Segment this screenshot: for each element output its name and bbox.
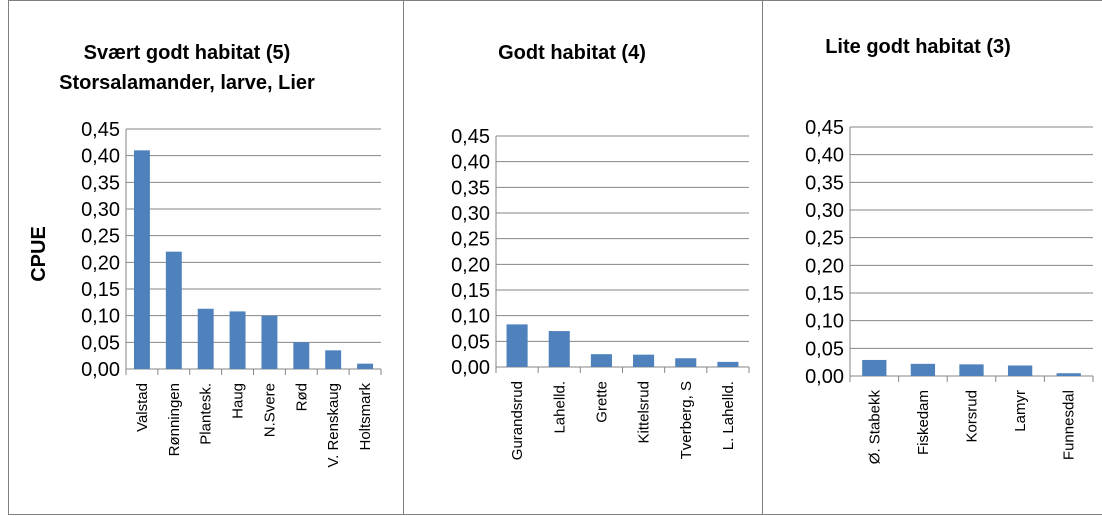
chart-2-title: Godt habitat (4) bbox=[498, 42, 646, 64]
chart-1-title: Svært godt habitat (5) bbox=[84, 42, 291, 64]
y-tick-label: 0,00 bbox=[805, 366, 844, 388]
bar-rønningen bbox=[165, 251, 182, 369]
x-category-label: Fiskedam bbox=[915, 390, 932, 455]
y-tick-label: 0,10 bbox=[805, 311, 844, 333]
y-tick-label: 0,10 bbox=[451, 306, 490, 328]
chart-panel-3: Lite godt habitat (3) 0,00 0,05 0,10 0,15 0,… bbox=[762, 0, 1102, 515]
x-category-label: Funnesdal bbox=[1061, 390, 1078, 460]
y-tick-label: 0,30 bbox=[451, 203, 490, 225]
x-category-label: Haug bbox=[230, 383, 247, 419]
y-tick-label: 0,40 bbox=[81, 146, 120, 168]
y-tick-label: 0,45 bbox=[81, 119, 120, 141]
y-tick-label: 0,20 bbox=[81, 252, 120, 274]
chart-3-title: Lite godt habitat (3) bbox=[825, 36, 1011, 58]
x-category-label: Korsrud bbox=[964, 390, 981, 443]
x-category-label: Grette bbox=[593, 381, 610, 423]
y-tick-label: 0,25 bbox=[81, 226, 120, 248]
y-tick-label: 0,30 bbox=[81, 199, 120, 221]
x-category-label: Rønningen bbox=[166, 383, 183, 456]
y-tick-label: 0,15 bbox=[805, 283, 844, 305]
x-category-label: Tverberg, S bbox=[678, 381, 695, 459]
x-category-label: Gurandsrud bbox=[509, 381, 526, 460]
x-category-label: Ø. Stabekk bbox=[866, 390, 883, 465]
bar-lahelld- bbox=[548, 331, 570, 367]
bar-kittelsrud bbox=[633, 354, 655, 367]
bar-plantesk- bbox=[197, 308, 214, 369]
bar-haug bbox=[229, 311, 246, 369]
y-tick-label: 0,35 bbox=[805, 172, 844, 194]
y-tick-label: 0,20 bbox=[451, 254, 490, 276]
chart-1-ylabel: CPUE bbox=[28, 226, 50, 282]
y-tick-label: 0,45 bbox=[805, 117, 844, 139]
bar-grette bbox=[590, 354, 612, 367]
y-tick-label: 0,20 bbox=[805, 255, 844, 277]
bar-gurandsrud bbox=[506, 324, 528, 367]
chart-1-svg: Svært godt habitat (5) Storsalamander, l… bbox=[28, 42, 382, 468]
chart-1-subtitle: Storsalamander, larve, Lier bbox=[59, 72, 315, 94]
y-tick-label: 0,00 bbox=[81, 359, 120, 381]
x-category-label: Valstad bbox=[134, 383, 151, 432]
y-tick-label: 0,30 bbox=[805, 200, 844, 222]
bar-rød bbox=[293, 342, 310, 369]
y-tick-label: 0,05 bbox=[81, 332, 120, 354]
x-category-label: Lahelld. bbox=[551, 381, 568, 434]
bar-fiskedam bbox=[910, 363, 936, 376]
chart-panel-2: Godt habitat (4) 0,00 0,05 0,10 0,15 0,20 0,2… bbox=[403, 0, 763, 515]
y-tick-label: 0,40 bbox=[451, 152, 490, 174]
y-tick-label: 0,10 bbox=[81, 306, 120, 328]
y-tick-label: 0,15 bbox=[81, 279, 120, 301]
y-tick-label: 0,05 bbox=[805, 338, 844, 360]
y-tick-label: 0,35 bbox=[81, 172, 120, 194]
x-category-label: Rød bbox=[293, 383, 310, 411]
y-tick-label: 0,40 bbox=[805, 145, 844, 167]
bar-valstad bbox=[133, 150, 150, 369]
bar-korsrud bbox=[959, 364, 984, 376]
y-tick-label: 0,00 bbox=[451, 357, 490, 379]
bar-v-renskaug bbox=[325, 350, 342, 369]
bar-ø-stabekk bbox=[862, 359, 887, 376]
y-tick-label: 0,25 bbox=[805, 228, 844, 250]
y-tick-label: 0,15 bbox=[451, 280, 490, 302]
chart-3-svg: Lite godt habitat (3) 0,00 0,05 0,10 0,15 0,… bbox=[805, 36, 1094, 465]
x-category-label: V. Renskaug bbox=[325, 383, 342, 468]
x-category-label: Lamyr bbox=[1012, 390, 1029, 432]
x-category-label: Plantesk. bbox=[198, 383, 215, 445]
y-tick-label: 0,45 bbox=[451, 126, 490, 148]
bar-l-lahelld- bbox=[717, 361, 739, 367]
x-category-label: L. Lahelld. bbox=[720, 381, 737, 450]
bar-holtsmark bbox=[357, 363, 374, 369]
y-tick-label: 0,25 bbox=[451, 229, 490, 251]
chart-panel-1: Svært godt habitat (5) Storsalamander, l… bbox=[8, 0, 404, 515]
y-tick-label: 0,35 bbox=[451, 177, 490, 199]
x-category-label: N.Svere bbox=[261, 383, 278, 437]
bar-funnesdal bbox=[1056, 373, 1081, 376]
bar-n-svere bbox=[261, 315, 278, 369]
bar-lamyr bbox=[1007, 365, 1033, 376]
x-category-label: Holtsmark bbox=[357, 383, 374, 451]
y-tick-label: 0,05 bbox=[451, 331, 490, 353]
bar-tverberg-s bbox=[675, 358, 697, 367]
chart-2-svg: Godt habitat (4) 0,00 0,05 0,10 0,15 0,20 0,2… bbox=[451, 42, 750, 460]
x-category-label: Kittelsrud bbox=[636, 381, 653, 444]
